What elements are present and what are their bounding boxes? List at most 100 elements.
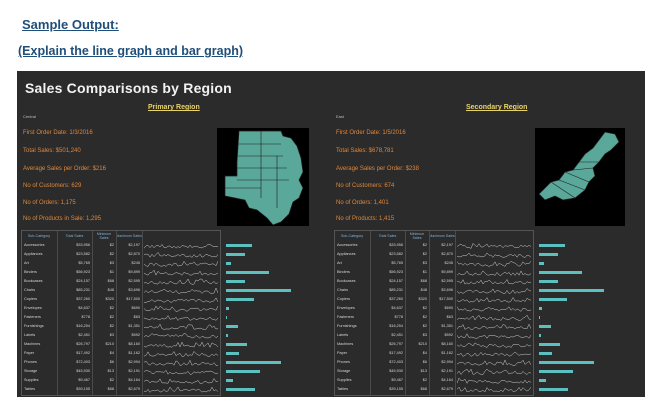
row-max-sales: $2,994 [441, 360, 453, 364]
row-min-sales: $2 [422, 378, 427, 382]
table-row: Phones $72,403 $6 $2,994 [334, 359, 534, 367]
row-max-sales: $9,899 [128, 270, 140, 274]
sales-sparkline [457, 296, 531, 303]
sales-bar [539, 271, 582, 274]
sales-bar [226, 253, 245, 256]
table-row: Storage $45,930 $13 $2,191 [21, 368, 221, 376]
row-category: Labels [24, 333, 36, 337]
row-total-sales: $26,797 [76, 342, 90, 346]
sales-bar [539, 280, 558, 283]
row-category: Chairs [337, 288, 348, 292]
table-row: Appliances $23,582 $2 $2,870 [334, 251, 534, 259]
row-min-sales: $68 [107, 279, 114, 283]
table-row: Tables $39,155 $68 $2,679 [21, 386, 221, 394]
sales-sparkline [144, 297, 218, 303]
sales-sparkline [457, 314, 531, 321]
sales-sparkline [457, 270, 531, 276]
row-category: Paper [24, 351, 35, 355]
row-max-sales: $245 [131, 261, 140, 265]
sales-sparkline [457, 351, 531, 357]
table-row: Copiers $37,260 $320 $17,500 [21, 296, 221, 304]
row-min-sales: $2 [422, 324, 427, 328]
table-row: Accessories $33,956 $2 $2,197 [334, 242, 534, 250]
region-subregion: East [336, 114, 345, 119]
sales-sparkline [457, 368, 531, 375]
sales-sparkline [144, 386, 218, 393]
row-total-sales: $778 [394, 315, 403, 319]
row-total-sales: $9,467 [391, 378, 403, 382]
row-category: Fasteners [24, 315, 41, 319]
row-min-sales: $2 [109, 378, 114, 382]
region-heading: Secondary Region [466, 104, 528, 111]
row-total-sales: $37,260 [76, 297, 90, 301]
row-max-sales: $245 [444, 261, 453, 265]
row-category: Paper [337, 351, 348, 355]
row-max-sales: $3,696 [441, 288, 453, 292]
row-total-sales: $24,157 [389, 279, 403, 283]
sales-bar [539, 361, 594, 364]
sales-bar [226, 352, 239, 355]
row-total-sales: $17,492 [76, 351, 90, 355]
row-max-sales: $2,870 [441, 252, 453, 256]
row-total-sales: $2,451 [78, 333, 90, 337]
table-row: Copiers $37,260 $320 $17,500 [334, 296, 534, 304]
row-max-sales: $690 [444, 306, 453, 310]
row-max-sales: $2,595 [128, 279, 140, 283]
row-total-sales: $39,155 [76, 387, 90, 391]
row-total-sales: $24,157 [76, 279, 90, 283]
sales-bar [226, 334, 228, 337]
row-total-sales: $9,467 [78, 378, 90, 382]
row-min-sales: $68 [107, 387, 114, 391]
row-category: Copiers [24, 297, 38, 301]
stat-products: No of Products in Sale: 1,295 [23, 216, 102, 222]
row-min-sales: $210 [105, 342, 114, 346]
row-category: Accessories [337, 243, 358, 247]
sales-bar [539, 352, 552, 355]
table-row: Art $5,765 $3 $245 [334, 260, 534, 268]
row-max-sales: $63 [133, 315, 140, 319]
row-category: Storage [24, 369, 38, 373]
table-row: Appliances $23,582 $2 $2,870 [21, 251, 221, 259]
row-max-sales: $17,500 [439, 297, 453, 301]
row-max-sales: $8,160 [441, 342, 453, 346]
stat-avg-sales: Average Sales per Order: $216 [23, 166, 106, 172]
row-min-sales: $6 [109, 360, 114, 364]
table-row: Machines $26,797 $210 $8,160 [334, 341, 534, 349]
stat-customers: No of Customers: 674 [336, 183, 395, 189]
row-min-sales: $48 [420, 288, 427, 292]
sales-bar [226, 361, 281, 364]
row-total-sales: $26,797 [389, 342, 403, 346]
row-max-sales: $2,191 [441, 369, 453, 373]
sales-bar [539, 388, 569, 391]
row-max-sales: $4,164 [128, 378, 140, 382]
sales-bar [226, 280, 245, 283]
sales-bar [539, 253, 558, 256]
table-row: Envelopes $4,637 $2 $690 [21, 305, 221, 313]
row-min-sales: $2 [422, 315, 427, 319]
row-category: Tables [337, 387, 348, 391]
row-total-sales: $72,403 [389, 360, 403, 364]
row-max-sales: $2,191 [128, 369, 140, 373]
sales-sparkline [144, 305, 218, 312]
row-total-sales: $37,260 [389, 297, 403, 301]
sales-bar [226, 370, 261, 373]
row-min-sales: $2 [109, 243, 114, 247]
row-category: Envelopes [24, 306, 42, 310]
stat-first-order: First Order Date: 1/5/2016 [336, 130, 406, 136]
sales-sparkline [457, 278, 531, 285]
sales-sparkline [457, 333, 531, 339]
sales-bar [226, 325, 238, 328]
row-category: Copiers [337, 297, 351, 301]
row-total-sales: $33,956 [389, 243, 403, 247]
row-min-sales: $3 [422, 333, 427, 337]
row-min-sales: $48 [107, 288, 114, 292]
sales-bar [226, 244, 252, 247]
table-row: Fasteners $778 $2 $63 [334, 314, 534, 322]
row-total-sales: $85,231 [389, 288, 403, 292]
sales-bar [539, 370, 574, 373]
row-max-sales: $2,679 [441, 387, 453, 391]
table-row: Accessories $33,956 $2 $2,197 [21, 242, 221, 250]
sales-bar [539, 298, 568, 301]
row-max-sales: $2,994 [128, 360, 140, 364]
sales-sparkline [457, 242, 531, 249]
